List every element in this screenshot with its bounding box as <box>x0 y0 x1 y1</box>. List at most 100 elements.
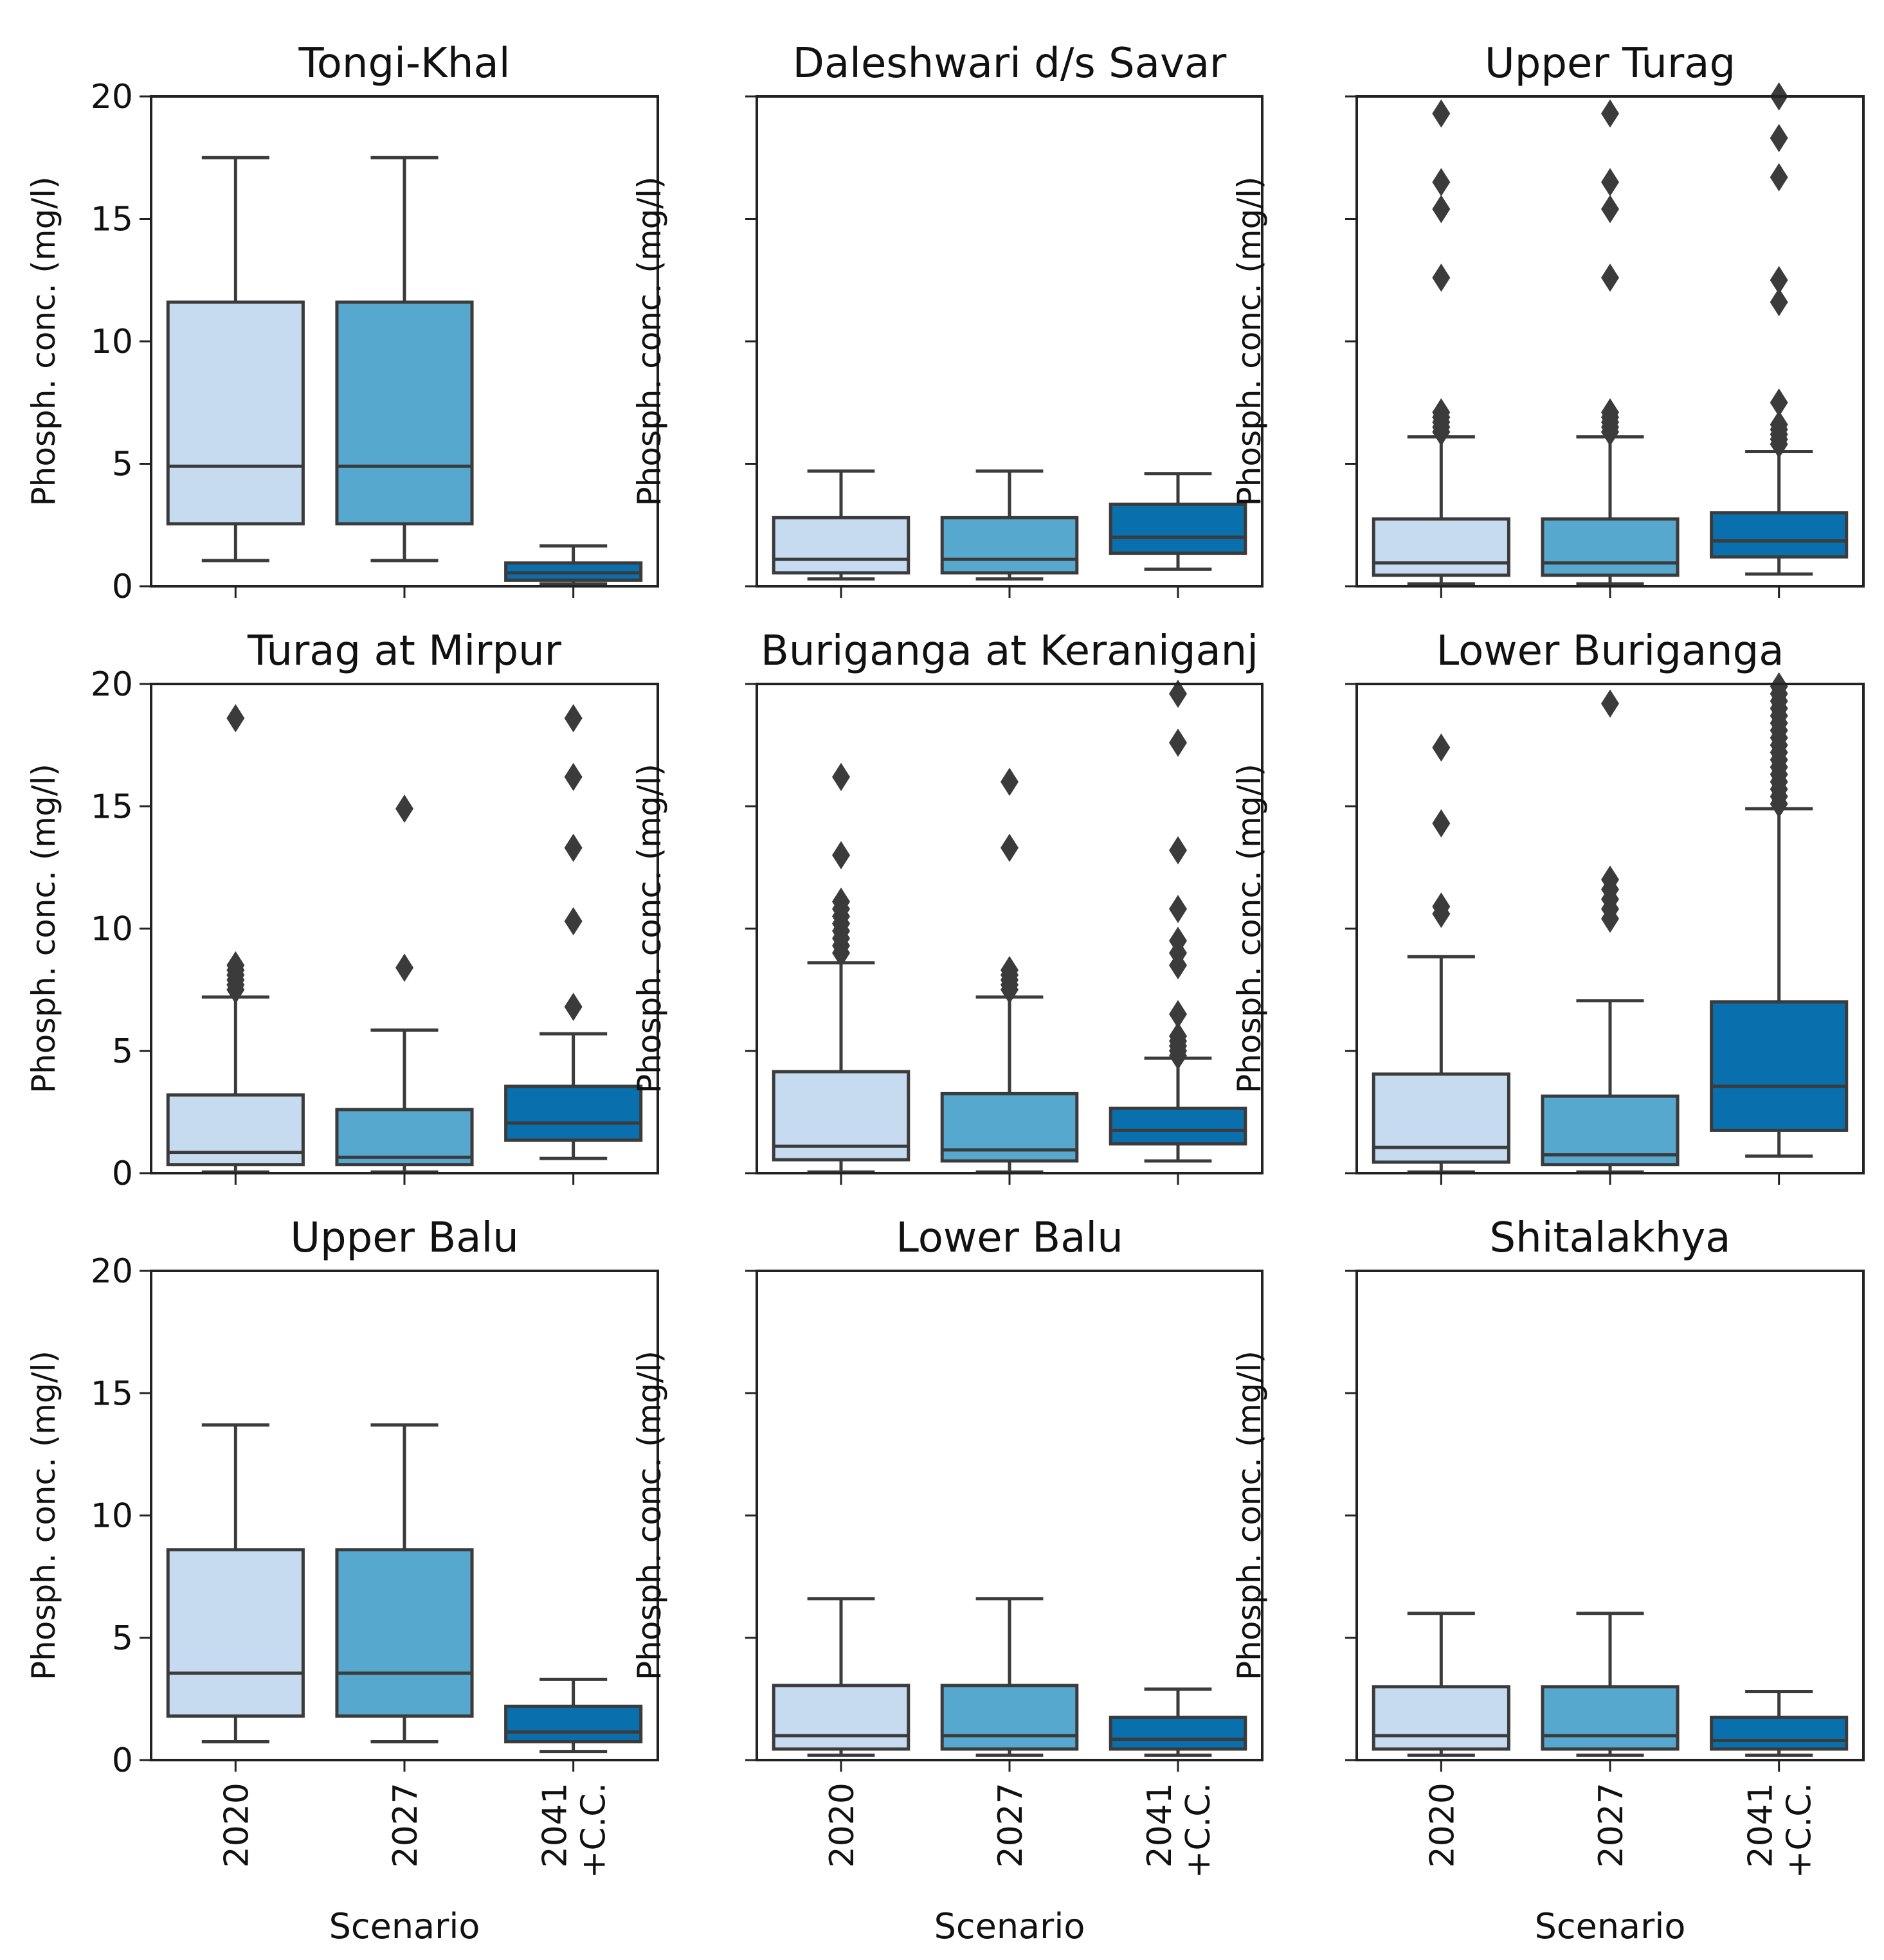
x-tick-label-group: 2027 <box>1592 1783 1631 1867</box>
flier-point <box>226 704 245 733</box>
y-axis-label: Phosph. conc. (mg/l) <box>1231 764 1268 1093</box>
box-1 <box>1372 99 1510 586</box>
flier-point <box>832 762 850 791</box>
flier-point <box>1432 99 1451 128</box>
panel-8: Lower Balu Phosph. conc. (mg/l) 2020 2027 20… <box>631 1214 1264 1947</box>
box-1 <box>166 704 305 1174</box>
flier-point <box>1432 892 1451 921</box>
y-tick-label: 0 <box>112 568 133 606</box>
y-tick-label: 0 <box>112 1155 133 1193</box>
box-iqr <box>1372 517 1510 577</box>
box-3 <box>1710 82 1849 576</box>
flier-point <box>832 841 850 870</box>
y-axis-label: Phosph. conc. (mg/l) <box>631 177 668 507</box>
box-3 <box>504 544 643 586</box>
box-1 <box>166 1423 305 1743</box>
y-tick-label: 20 <box>91 1252 133 1291</box>
panel-title: Upper Turag <box>1485 40 1735 87</box>
box-iqr <box>1109 1715 1247 1751</box>
box-iqr <box>772 516 910 575</box>
box-2 <box>335 795 474 1174</box>
x-tick-label: 2020 <box>217 1783 256 1867</box>
y-axis-label: Phosph. conc. (mg/l) <box>631 764 668 1093</box>
x-tick-label: +C.C. <box>1179 1783 1218 1878</box>
flier-point <box>832 887 850 916</box>
flier-point <box>1169 1000 1187 1029</box>
panel-title: Turag at Mirpur <box>247 627 562 675</box>
panel-title: Lower Balu <box>896 1214 1123 1262</box>
y-tick-label: 15 <box>91 787 133 826</box>
box-3 <box>504 704 643 1160</box>
box-iqr <box>1109 1106 1247 1146</box>
box-1 <box>1372 1612 1510 1757</box>
y-axis-label: Phosph. conc. (mg/l) <box>25 764 62 1093</box>
flier-point <box>395 953 413 982</box>
box-1 <box>772 469 910 581</box>
panel-title: Shitalakhya <box>1490 1214 1731 1262</box>
y-tick-label: 15 <box>91 1374 133 1413</box>
flier-point <box>1001 833 1019 862</box>
flier-point <box>1432 809 1451 838</box>
flier-point <box>1169 895 1187 924</box>
flier-point <box>564 704 583 733</box>
box-2 <box>335 1423 474 1743</box>
box-iqr <box>335 1548 474 1718</box>
flier-point <box>564 762 583 791</box>
y-tick-label: 10 <box>91 910 133 949</box>
box-iqr <box>335 300 474 526</box>
box-iqr <box>335 1108 474 1167</box>
flier-point <box>1770 265 1788 294</box>
box-2 <box>940 768 1079 1174</box>
x-tick-label: 2027 <box>992 1783 1030 1867</box>
y-axis-label: Phosph. conc. (mg/l) <box>1231 1351 1268 1680</box>
flier-point <box>1432 398 1451 427</box>
flier-point <box>1001 956 1019 985</box>
panel-4: Turag at Mirpur 0 5 10 15 20 Phosph. conc. (mg… <box>25 627 659 1193</box>
y-tick-label: 20 <box>91 665 133 704</box>
flier-point <box>1601 168 1619 197</box>
x-tick-label: 2041 <box>536 1783 575 1867</box>
panel-title: Lower Buriganga <box>1436 627 1784 675</box>
flier-point <box>564 833 583 862</box>
box-iqr <box>1710 511 1849 559</box>
box-2 <box>1541 689 1680 1174</box>
flier-point <box>1770 410 1788 439</box>
box-iqr <box>504 1084 643 1142</box>
box-iqr <box>940 1684 1079 1751</box>
y-tick-label: 20 <box>91 78 133 116</box>
y-tick-label: 0 <box>112 1741 133 1780</box>
panel-title: Buriganga at Keraniganj <box>761 627 1258 675</box>
panel-1: Tongi-Khal 0 5 10 15 20 Phosph. conc. (mg/l) <box>25 40 659 606</box>
x-tick-label-group: 2041 +C.C. <box>1742 1783 1819 1878</box>
flier-point <box>1770 288 1788 317</box>
flier-point <box>1601 689 1619 718</box>
flier-point <box>1169 926 1187 955</box>
flier-point <box>1169 679 1187 708</box>
x-axis-label: Scenario <box>1535 1906 1686 1947</box>
box-iqr <box>1109 502 1247 555</box>
box-2 <box>940 469 1079 581</box>
y-tick-label: 5 <box>112 1032 133 1071</box>
x-tick-label-group: 2020 <box>1423 1783 1462 1867</box>
x-axis-label: Scenario <box>934 1906 1085 1947</box>
panel-6: Lower Buriganga Phosph. conc. (mg/l) <box>1231 627 1865 1185</box>
y-axis-label: Phosph. conc. (mg/l) <box>631 1351 668 1680</box>
flier-point <box>226 951 245 980</box>
x-tick-label: 2041 <box>1141 1783 1179 1867</box>
flier-point <box>564 993 583 1021</box>
y-tick-label: 15 <box>91 201 133 239</box>
flier-point <box>395 795 413 823</box>
box-iqr <box>1372 1685 1510 1751</box>
x-tick-label: 2020 <box>1423 1783 1462 1867</box>
panel-3: Upper Turag Phosph. conc. (mg/l) <box>1231 40 1865 598</box>
x-tick-label: +C.C. <box>575 1783 613 1878</box>
box-1 <box>166 156 305 562</box>
y-tick-label: 5 <box>112 1619 133 1658</box>
box-3 <box>1710 1689 1849 1757</box>
x-axis-label: Scenario <box>329 1906 480 1947</box>
box-3 <box>1109 1687 1247 1757</box>
flier-point <box>1169 836 1187 865</box>
box-iqr <box>166 1548 305 1718</box>
box-1 <box>1372 733 1510 1174</box>
